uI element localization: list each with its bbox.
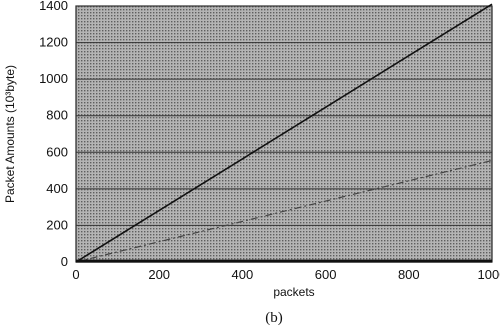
figure-caption: (b): [265, 310, 283, 326]
x-tick-label: 600: [315, 267, 337, 282]
series-line-2: [75, 159, 493, 263]
y-tick-label: 400: [46, 181, 68, 196]
y-axis-label: Packet Amounts (10³byte): [3, 65, 17, 203]
x-tick-label: 200: [148, 267, 170, 282]
y-tick-label: 0: [61, 254, 68, 269]
series-line-1: [75, 3, 493, 263]
gridlines: [76, 5, 492, 226]
x-tick-label: 1000: [478, 267, 500, 282]
x-axis-label: packets: [273, 285, 314, 299]
y-tick-label: 1200: [39, 35, 68, 50]
x-tick-label: 0: [72, 267, 79, 282]
x-tick-label: 800: [398, 267, 420, 282]
y-tick-label: 200: [46, 217, 68, 232]
y-tick-label: 800: [46, 108, 68, 123]
y-axis-ticks: 0 200 400 600 800 1000 1200 1400: [39, 0, 68, 269]
y-tick-label: 1000: [39, 71, 68, 86]
series-lines: [75, 3, 493, 263]
x-tick-label: 400: [232, 267, 254, 282]
y-tick-label: 1400: [39, 0, 68, 13]
x-axis-ticks: 0 200 400 600 800 1000: [72, 267, 500, 282]
y-tick-label: 600: [46, 144, 68, 159]
